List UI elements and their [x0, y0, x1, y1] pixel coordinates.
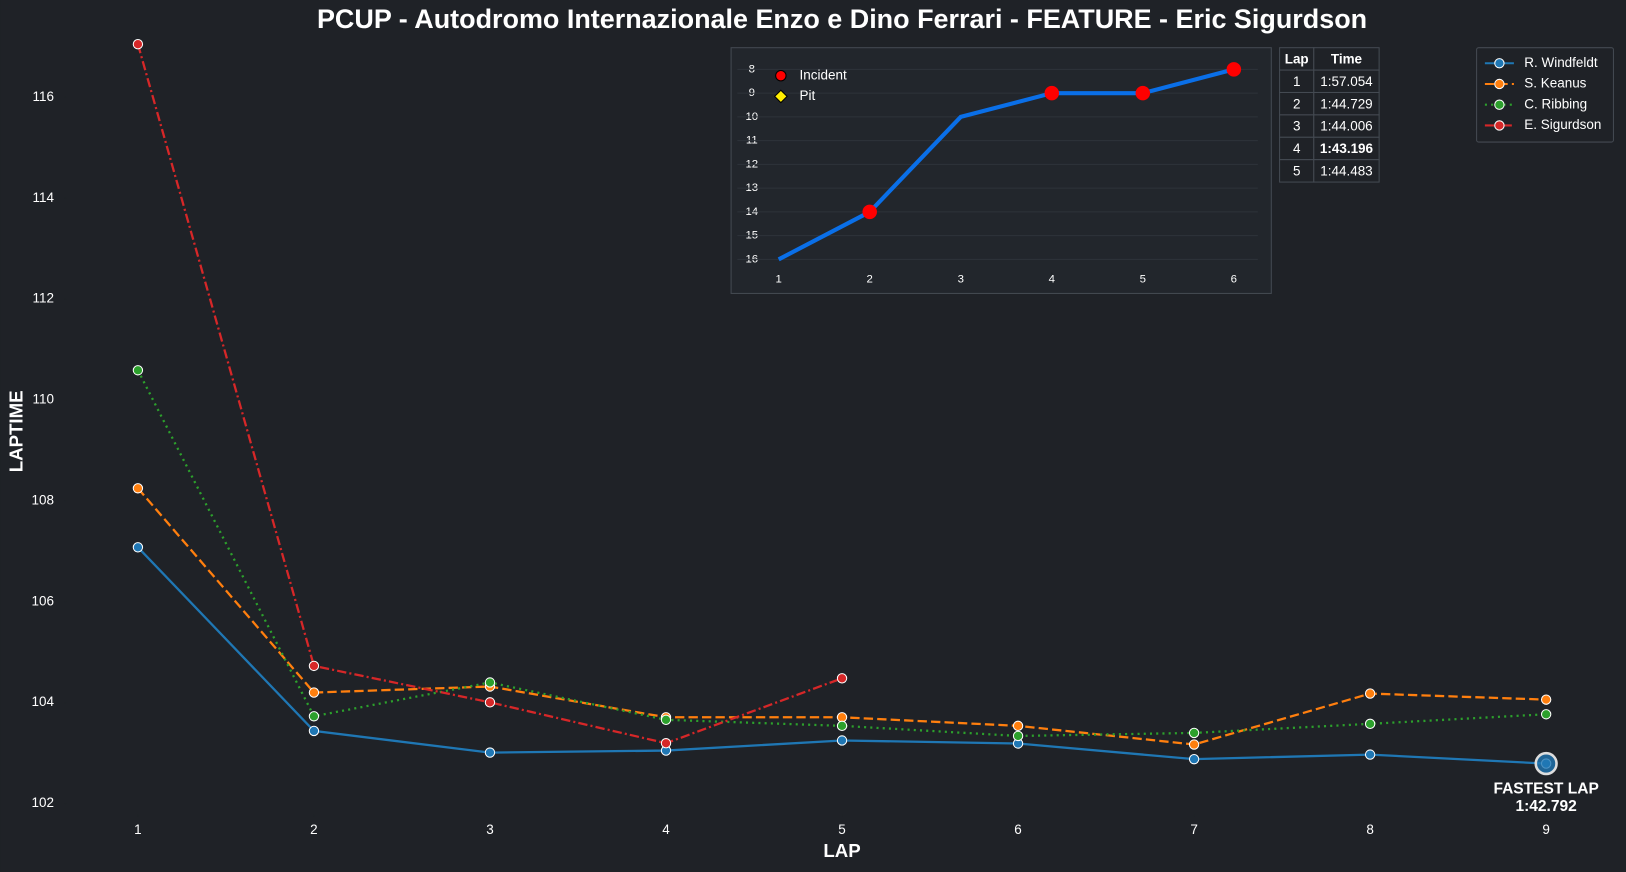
- x-tick-label: 7: [1190, 822, 1198, 837]
- data-point: [132, 542, 144, 553]
- legend-marker: [1494, 120, 1505, 131]
- x-tick-label: 1: [134, 822, 142, 837]
- legend-label: E. Sigurdson: [1524, 117, 1601, 132]
- data-point: [1540, 709, 1552, 720]
- incident-marker: [1044, 85, 1060, 101]
- legend-marker: [1494, 99, 1505, 110]
- legend-box: [1476, 47, 1614, 143]
- table-cell-text: 1: [1293, 74, 1301, 89]
- series-line: [136, 43, 843, 745]
- table-header: Lap: [1285, 51, 1309, 66]
- data-point: [836, 735, 848, 746]
- x-tick-label: 5: [1140, 274, 1146, 286]
- y-tick-label: 106: [32, 593, 54, 608]
- y-tick-label: 102: [32, 795, 54, 810]
- x-tick-label: 4: [662, 822, 670, 837]
- fastest-lap-label: FASTEST LAP: [1493, 781, 1598, 798]
- data-point: [1188, 727, 1200, 739]
- legend-label: Incident: [800, 67, 847, 82]
- data-point: [660, 738, 672, 749]
- table-cell-text: 5: [1293, 163, 1301, 178]
- data-point: [308, 711, 320, 722]
- data-point: [132, 39, 144, 50]
- table-cell-text: 2: [1293, 96, 1301, 111]
- table-cell-text: 1:44.483: [1320, 163, 1372, 178]
- fastest-lap-label: 1:42.792: [1515, 798, 1577, 815]
- x-tick-label: 3: [486, 822, 494, 837]
- legend-marker: [1494, 58, 1505, 69]
- incident-marker: [862, 204, 877, 220]
- fastest-lap-marker: [1534, 751, 1558, 776]
- table-cell-text: 3: [1293, 119, 1301, 134]
- table-cell-text: 4: [1293, 141, 1301, 156]
- y-tick-label: 114: [33, 190, 55, 205]
- x-tick-label: 6: [1014, 822, 1022, 837]
- y-tick-label: 108: [32, 492, 54, 507]
- data-point: [484, 747, 496, 758]
- data-point: [1364, 718, 1376, 730]
- data-point: [1364, 749, 1376, 760]
- legend-marker: [773, 89, 788, 104]
- table-cell-text: 1:44.729: [1320, 96, 1372, 111]
- table-cell-text: 1:43.196: [1320, 141, 1373, 156]
- chart-title: PCUP - Autodromo Internazionale Enzo e D…: [317, 4, 1367, 34]
- data-point: [308, 660, 320, 672]
- table-cell: [1313, 159, 1380, 183]
- data-point: [1364, 688, 1376, 699]
- data-point: [1188, 739, 1200, 750]
- x-tick-label: 9: [1542, 822, 1550, 837]
- x-tick-label: 1: [776, 274, 782, 286]
- x-tick-label: 6: [1231, 274, 1237, 286]
- inset-frame: [730, 47, 1272, 294]
- x-tick-label: 4: [1049, 274, 1055, 286]
- x-tick-label: 8: [1366, 822, 1374, 837]
- legend-label: C. Ribbing: [1524, 96, 1587, 111]
- data-point: [836, 673, 848, 684]
- x-tick-label: 5: [838, 822, 846, 837]
- y-tick-label: 110: [33, 392, 54, 407]
- data-point: [132, 483, 144, 494]
- x-axis-label: LAP: [823, 840, 860, 861]
- legend-marker: [775, 69, 787, 82]
- data-point: [1540, 694, 1552, 705]
- x-tick-label: 2: [310, 822, 318, 837]
- data-point: [1012, 730, 1024, 742]
- data-point: [1188, 753, 1200, 765]
- table-header: Time: [1331, 51, 1363, 66]
- incident-marker: [1226, 62, 1242, 77]
- legend-label: Pit: [800, 88, 816, 103]
- data-point: [308, 725, 320, 737]
- legend-label: S. Keanus: [1524, 76, 1586, 91]
- data-point: [484, 677, 496, 688]
- x-tick-label: 3: [958, 274, 964, 286]
- y-tick-label: 104: [32, 694, 55, 709]
- data-point: [836, 712, 848, 723]
- y-tick-label: 116: [33, 89, 54, 104]
- incident-marker: [1135, 85, 1151, 101]
- data-point: [836, 720, 848, 732]
- data-point: [660, 714, 672, 725]
- x-tick-label: 2: [867, 274, 873, 286]
- series-line: [777, 67, 1235, 262]
- legend-label: R. Windfeldt: [1524, 55, 1598, 70]
- data-point: [132, 365, 144, 376]
- y-tick-label: 112: [33, 291, 54, 306]
- legend-marker: [1494, 78, 1505, 90]
- data-point: [1012, 720, 1024, 732]
- series-line: [136, 369, 1547, 738]
- data-point: [308, 687, 320, 698]
- data-point: [484, 697, 496, 708]
- table-cell-text: 1:44.006: [1320, 119, 1372, 134]
- table-cell-text: 1:57.054: [1320, 74, 1373, 89]
- y-axis-label: LAPTIME: [6, 390, 27, 472]
